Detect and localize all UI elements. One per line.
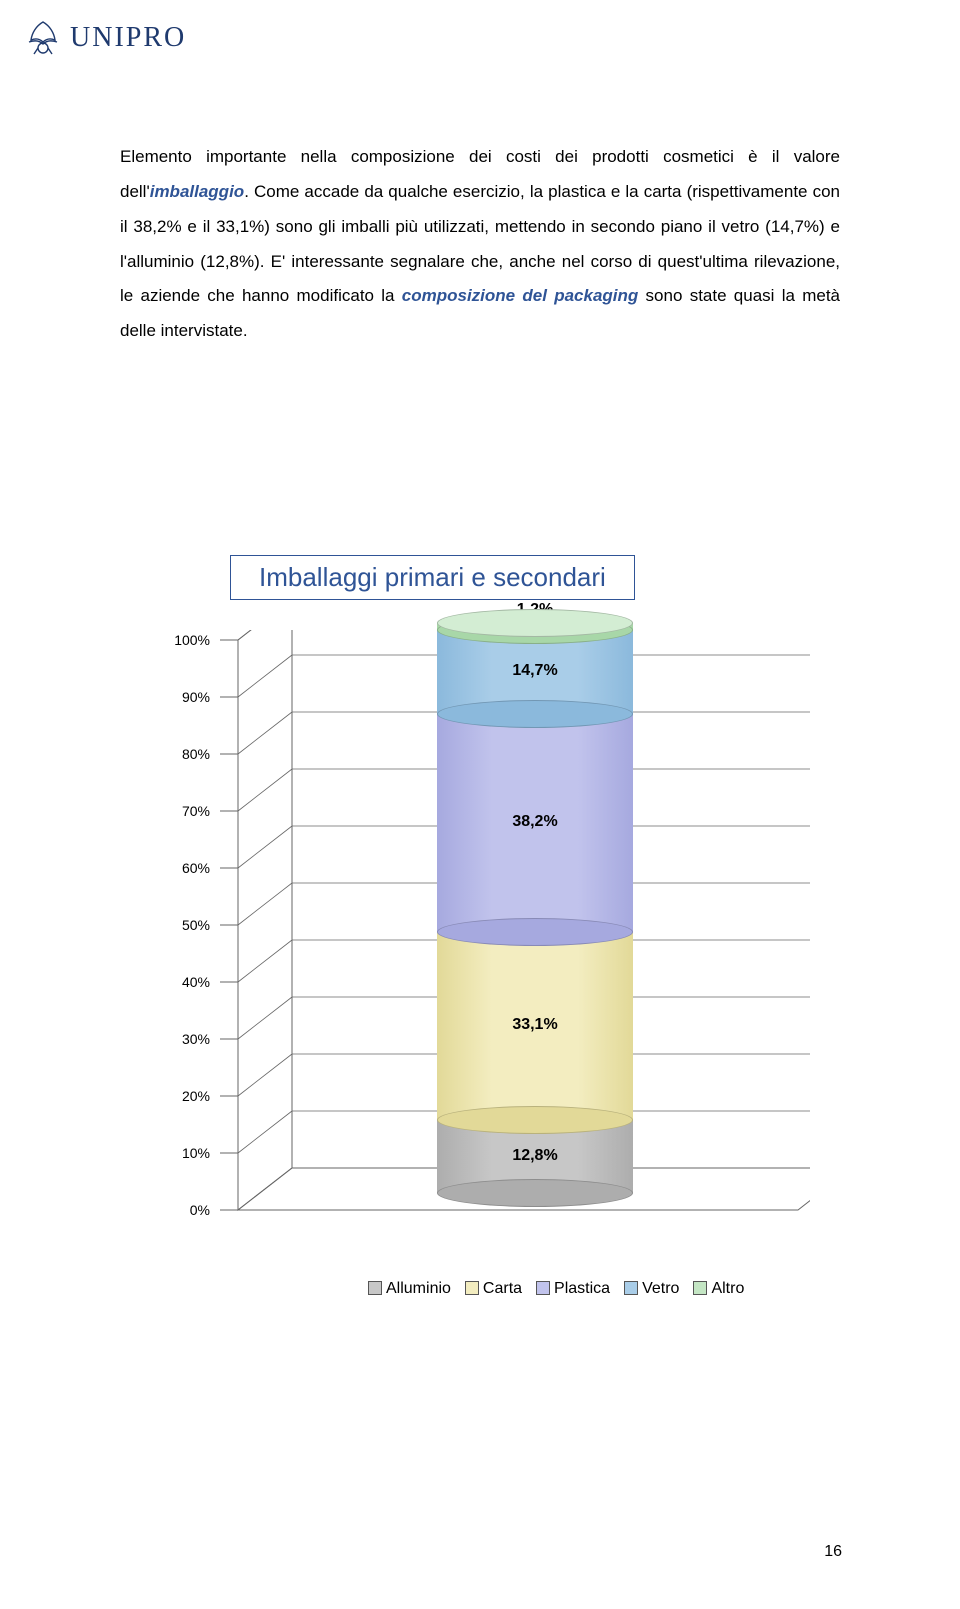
ytick-label: 0% bbox=[190, 1202, 210, 1218]
legend-item: Plastica bbox=[536, 1280, 610, 1298]
ytick-mark bbox=[220, 1153, 238, 1154]
chart-title-box: Imballaggi primari e secondari bbox=[230, 555, 635, 600]
legend-swatch bbox=[536, 1281, 550, 1295]
ytick-label: 10% bbox=[182, 1145, 210, 1161]
ytick-mark bbox=[220, 697, 238, 698]
ytick-mark bbox=[220, 1210, 238, 1211]
para-highlight-2: composizione del packaging bbox=[402, 286, 639, 305]
page-number: 16 bbox=[824, 1543, 842, 1561]
segment-label: 12,8% bbox=[437, 1147, 633, 1165]
legend-swatch bbox=[465, 1281, 479, 1295]
segment-label: 33,1% bbox=[437, 1016, 633, 1034]
brand-name: UNIPRO bbox=[70, 22, 186, 54]
chart-column: 12,8%33,1%38,2%14,7%1,2% bbox=[437, 630, 633, 1250]
legend-label: Vetro bbox=[642, 1280, 679, 1297]
column-segment: 33,1% bbox=[437, 932, 633, 1121]
column-segment: 1,2% bbox=[437, 623, 633, 630]
chart-title: Imballaggi primari e secondari bbox=[259, 562, 606, 592]
legend-label: Carta bbox=[483, 1280, 522, 1297]
ytick-label: 90% bbox=[182, 689, 210, 705]
ytick-label: 80% bbox=[182, 746, 210, 762]
ytick-mark bbox=[220, 754, 238, 755]
ytick-mark bbox=[220, 1096, 238, 1097]
legend-label: Altro bbox=[711, 1280, 744, 1297]
chart-plot: 0% 10% 20% 30% 40% 50% 60% 70% 80% 90% 100% 12,8% 3… bbox=[150, 630, 810, 1320]
ytick-label: 70% bbox=[182, 803, 210, 819]
ytick-label: 50% bbox=[182, 917, 210, 933]
ytick-mark bbox=[220, 868, 238, 869]
brand-logo: UNIPRO bbox=[22, 18, 186, 58]
legend-label: Plastica bbox=[554, 1280, 610, 1297]
eagle-icon bbox=[22, 18, 64, 58]
ytick-mark bbox=[220, 1039, 238, 1040]
ytick-label: 20% bbox=[182, 1088, 210, 1104]
legend-swatch bbox=[693, 1281, 707, 1295]
legend-item: Carta bbox=[465, 1280, 522, 1298]
ytick-label: 60% bbox=[182, 860, 210, 876]
ytick-mark bbox=[220, 811, 238, 812]
chart-legend: Alluminio Carta Plastica Vetro Altro bbox=[368, 1280, 744, 1298]
ytick-label: 30% bbox=[182, 1031, 210, 1047]
legend-swatch bbox=[624, 1281, 638, 1295]
ytick-mark bbox=[220, 982, 238, 983]
legend-item: Altro bbox=[693, 1280, 744, 1298]
para-highlight-1: imballaggio bbox=[150, 182, 244, 201]
legend-label: Alluminio bbox=[386, 1280, 451, 1297]
chart-container: Imballaggi primari e secondari 0% 10% 20% 3… bbox=[150, 555, 810, 1320]
column-segment: 38,2% bbox=[437, 714, 633, 932]
legend-swatch bbox=[368, 1281, 382, 1295]
legend-item: Alluminio bbox=[368, 1280, 451, 1298]
ytick-label: 40% bbox=[182, 974, 210, 990]
segment-label: 38,2% bbox=[437, 813, 633, 831]
legend-item: Vetro bbox=[624, 1280, 679, 1298]
ytick-mark bbox=[220, 925, 238, 926]
ytick-label: 100% bbox=[174, 632, 210, 648]
ytick-mark bbox=[220, 640, 238, 641]
segment-label: 14,7% bbox=[437, 662, 633, 680]
body-paragraph: Elemento importante nella composizione d… bbox=[120, 140, 840, 349]
